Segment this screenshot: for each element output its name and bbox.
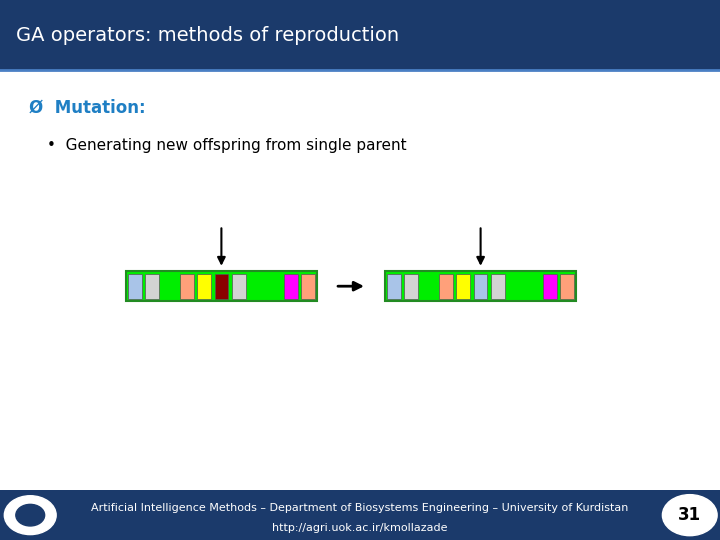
Text: 31: 31 <box>678 506 701 524</box>
Bar <box>197 274 211 299</box>
Circle shape <box>4 496 56 535</box>
Bar <box>543 274 557 299</box>
Bar <box>0 0 720 70</box>
Bar <box>0 490 720 540</box>
Text: Ø  Mutation:: Ø Mutation: <box>29 99 145 117</box>
Bar <box>439 274 453 299</box>
Bar <box>215 274 228 299</box>
Bar <box>126 271 317 301</box>
Bar <box>387 274 401 299</box>
Bar <box>232 274 246 299</box>
Text: http://agri.uok.ac.ir/kmollazade: http://agri.uok.ac.ir/kmollazade <box>272 523 448 532</box>
Bar <box>474 274 487 299</box>
Text: •  Generating new offspring from single parent: • Generating new offspring from single p… <box>47 138 406 153</box>
Text: GA operators: methods of reproduction: GA operators: methods of reproduction <box>16 25 399 45</box>
Bar <box>405 274 418 299</box>
Bar <box>145 274 159 299</box>
Circle shape <box>662 495 717 536</box>
Bar <box>385 271 576 301</box>
Bar <box>284 274 297 299</box>
Bar <box>456 274 470 299</box>
Bar <box>180 274 194 299</box>
Bar <box>301 274 315 299</box>
Circle shape <box>16 504 45 526</box>
Bar <box>128 274 142 299</box>
Text: Artificial Intelligence Methods – Department of Biosystems Engineering – Univers: Artificial Intelligence Methods – Depart… <box>91 503 629 512</box>
Bar <box>491 274 505 299</box>
Bar <box>560 274 575 299</box>
